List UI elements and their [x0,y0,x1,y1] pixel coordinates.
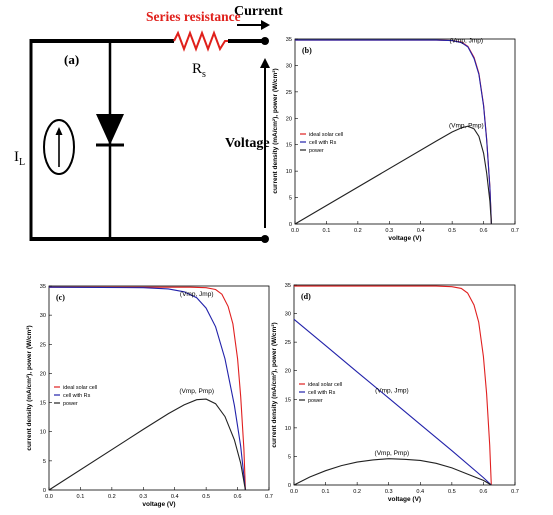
y-tick-label: 35 [286,37,292,43]
chart-panel-b: 0.0 0.1 0.2 0.3 0.4 0.5 0.6 0.7 0 5 10 15 20 25 30 35 vo… [272,37,519,242]
y-tick-label: 10 [40,430,46,436]
y-tick-label: 15 [286,143,292,149]
y-tick-label: 5 [43,459,46,465]
legend-entry: ideal solar cell [308,382,342,388]
y-axis-label: current density (mA/cm²), power (W/cm²) [26,325,33,450]
series-resistance-label: Series resistance [146,9,241,24]
x-axis-label: voltage (V) [388,235,421,242]
panel-label-c: (c) [56,293,65,302]
series-line-power [294,125,492,225]
panel-label-d: (d) [301,292,311,301]
y-tick-label: 35 [40,284,46,290]
y-tick-label: 0 [43,488,46,494]
current-label: Current [234,4,283,19]
legend-entry: cell with Rs [63,393,91,399]
series-line-power [293,458,492,486]
y-tick-label: 5 [289,196,292,202]
y-tick-label: 25 [285,340,291,346]
current-source-arrowhead-icon [55,127,63,135]
legend-entry: power [309,148,324,154]
x-tick-label: 0.0 [290,489,298,495]
x-tick-label: 0.4 [417,228,425,234]
series-line-power [48,398,246,491]
voltage-arrowhead-icon [260,58,270,68]
legend-entry: cell with Rs [309,140,337,146]
x-axis-label: voltage (V) [142,501,175,508]
annotation-label: (Vmp, Pmp) [375,450,410,457]
x-tick-label: 0.7 [511,489,519,495]
circuit-diagram: (a) Series resistance Current Rs IL Volt… [14,4,283,243]
y-tick-label: 30 [286,63,292,69]
x-tick-label: 0.2 [108,494,116,500]
legend-entry: power [308,398,323,404]
legend-entry: power [63,401,78,407]
x-tick-label: 0.5 [448,228,456,234]
diode-icon [96,114,124,145]
x-tick-label: 0.1 [323,228,331,234]
y-tick-label: 20 [285,369,291,375]
x-tick-label: 0.7 [265,494,273,500]
resistor-label: Rs [192,61,206,80]
x-tick-label: 0.0 [45,494,53,500]
y-tick-label: 15 [285,397,291,403]
annotation-label: (Vmp, Pmp) [179,388,214,395]
y-tick-label: 30 [40,313,46,319]
series-line-ideal-solar-cell [49,286,246,491]
y-tick-label: 20 [286,116,292,122]
x-tick-label: 0.3 [139,494,147,500]
y-axis-label: current density (mA/cm²), power (W/cm²) [272,68,279,193]
series-line-cell-with-rs [48,286,246,491]
x-tick-label: 0.1 [322,489,330,495]
legend-entry: ideal solar cell [63,385,97,391]
x-tick-label: 0.5 [202,494,210,500]
panel-label-a: (a) [64,52,79,67]
x-axis-label: voltage (V) [388,496,421,503]
annotation-label: (Vmp, Jmp) [180,291,214,298]
chart-panel-d: 0.0 0.1 0.2 0.3 0.4 0.5 0.6 0.7 0 5 10 15 20 25 30 35 vo… [271,283,519,503]
charts: 0.0 0.1 0.2 0.3 0.4 0.5 0.6 0.7 0 5 10 15 20 25 30 35 vo… [26,37,519,508]
x-tick-label: 0.2 [354,228,362,234]
x-tick-label: 0.1 [77,494,85,500]
x-tick-label: 0.6 [480,489,488,495]
y-axis-label: current density (mA/cm²), power (W/cm²) [271,322,278,447]
y-tick-label: 10 [286,169,292,175]
annotation-label: (Vmp, Pmp) [449,123,484,130]
x-tick-label: 0.7 [511,228,519,234]
series-line-ideal-solar-cell [294,285,492,486]
panel-label-b: (b) [302,46,312,55]
terminal-bottom [261,235,269,243]
x-tick-label: 0.4 [171,494,179,500]
series-line-cell-with-rs [295,39,492,225]
y-tick-label: 5 [288,454,291,460]
x-tick-label: 0.3 [385,228,393,234]
source-label: IL [14,149,25,168]
y-tick-label: 25 [40,342,46,348]
annotation-label: (Vmp, Jmp) [449,38,483,45]
terminal-top [261,37,269,45]
x-tick-label: 0.0 [291,228,299,234]
current-arrowhead-icon [261,20,270,30]
x-tick-label: 0.6 [234,494,242,500]
y-tick-label: 10 [285,426,291,432]
series-line-cell-with-rs [293,318,492,486]
y-tick-label: 15 [40,401,46,407]
y-tick-label: 25 [286,90,292,96]
legend-entry: cell with Rs [308,390,336,396]
x-tick-label: 0.4 [416,489,424,495]
x-tick-label: 0.2 [353,489,361,495]
y-tick-label: 35 [285,283,291,289]
x-tick-label: 0.6 [480,228,488,234]
resistor-icon [173,30,228,52]
x-tick-label: 0.5 [448,489,456,495]
chart-panel-c: 0.0 0.1 0.2 0.3 0.4 0.5 0.6 0.7 0 5 10 15 20 25 30 35 vo… [26,284,273,508]
y-tick-label: 30 [285,312,291,318]
y-tick-label: 0 [288,483,291,489]
y-tick-label: 20 [40,371,46,377]
legend-entry: ideal solar cell [309,132,343,138]
x-tick-label: 0.3 [385,489,393,495]
y-tick-label: 0 [289,222,292,228]
voltage-label: Voltage [225,136,270,151]
annotation-label: (Vmp, Jmp) [375,388,409,395]
